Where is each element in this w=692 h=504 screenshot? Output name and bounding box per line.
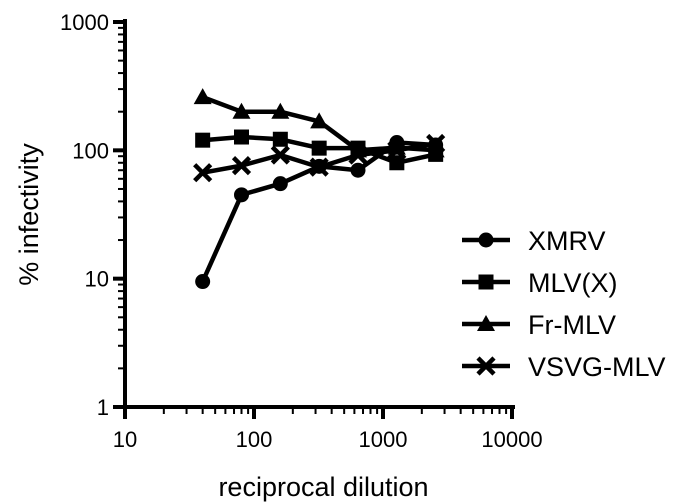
data-point-xmrv [233, 187, 249, 203]
x-tick-label: 10000 [481, 427, 542, 452]
data-point-fr-mlv [310, 112, 329, 129]
y-tick-label: 1000 [60, 10, 109, 35]
y-tick-label: 1 [97, 395, 109, 420]
legend-label: XMRV [528, 226, 606, 256]
data-point-fr-mlv [232, 102, 251, 119]
data-point-vsvg-mlv [193, 163, 213, 183]
legend-marker [476, 356, 496, 376]
data-point-fr-mlv [426, 141, 445, 158]
data-point-mlv-x [233, 129, 249, 145]
data-point-mlv-x [272, 131, 288, 147]
data-point-mlv-x [311, 140, 327, 156]
legend-label: Fr-MLV [528, 310, 616, 340]
series-vsvg-mlv [193, 133, 446, 183]
y-tick-label: 10 [85, 267, 109, 292]
series-layer [193, 88, 446, 290]
legend-marker [477, 315, 495, 331]
data-point-mlv-x [389, 155, 405, 171]
legend: XMRV MLV(X) Fr-MLV VSVG-MLV [462, 226, 666, 382]
legend-label: VSVG-MLV [528, 352, 666, 382]
legend-marker [478, 274, 494, 290]
x-tick-label: 1000 [359, 427, 408, 452]
y-tick-label: 100 [72, 138, 109, 163]
x-tick-label: 10 [113, 427, 137, 452]
data-point-fr-mlv [271, 102, 290, 119]
series-xmrv [195, 135, 444, 290]
x-tick-label: 100 [236, 427, 273, 452]
data-point-vsvg-mlv [387, 140, 407, 160]
legend-item-fr-mlv: Fr-MLV [462, 310, 616, 340]
data-point-xmrv [272, 176, 288, 192]
x-axis-label: reciprocal dilution [218, 472, 428, 502]
y-axis-label: % infectivity [14, 143, 44, 286]
axes [123, 19, 515, 409]
legend-label: MLV(X) [528, 268, 618, 298]
data-point-vsvg-mlv [426, 133, 446, 154]
data-point-vsvg-mlv [270, 145, 290, 165]
data-point-vsvg-mlv [309, 157, 329, 177]
legend-item-xmrv: XMRV [462, 226, 606, 256]
legend-marker [478, 232, 494, 248]
data-point-xmrv [350, 162, 366, 178]
data-point-vsvg-mlv [231, 156, 252, 176]
series-mlv-x [195, 129, 444, 171]
legend-item-vsvg-mlv: VSVG-MLV [462, 352, 666, 382]
data-point-mlv-x [195, 132, 211, 148]
data-point-fr-mlv [193, 88, 212, 105]
legend-item-mlv-x: MLV(X) [462, 268, 618, 298]
data-point-vsvg-mlv [348, 145, 368, 165]
data-point-xmrv [195, 274, 211, 290]
